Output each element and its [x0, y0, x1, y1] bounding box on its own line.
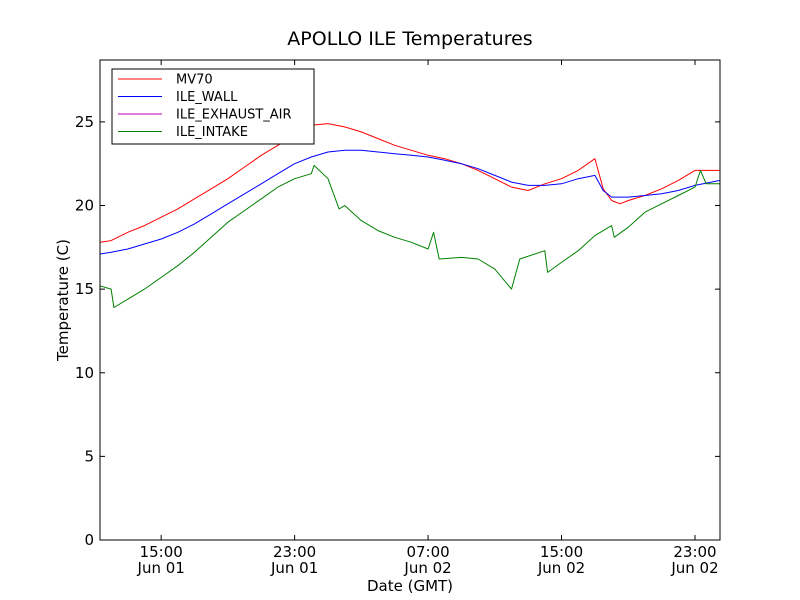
y-tick-label: 20 [75, 197, 94, 215]
series-layer [99, 123, 721, 308]
series-line-ile-intake [99, 164, 720, 308]
x-tick-label: 23:00 [673, 543, 716, 561]
x-tick-label: 15:00 [540, 543, 583, 561]
y-tick-label: 15 [75, 280, 94, 298]
legend: MV70 ILE_WALL ILE_EXHAUST_AIR ILE_INTAKE [111, 68, 315, 145]
x-tick-sublabel: Jun 02 [537, 559, 585, 577]
x-tick-sublabel: Jun 02 [670, 559, 718, 577]
series-line-mv70 [99, 123, 720, 243]
legend-label-ile-wall: ILE_WALL [176, 90, 238, 105]
y-tick-label: 0 [84, 531, 94, 549]
x-tick-sublabel: Jun 02 [403, 559, 451, 577]
x-tick-label: 07:00 [406, 543, 449, 561]
x-tick-sublabel: Jun 01 [270, 559, 318, 577]
legend-items: MV70 ILE_WALL ILE_EXHAUST_AIR ILE_INTAKE [118, 73, 292, 140]
y-axis: 0 5 10 15 20 25 [75, 113, 720, 549]
plot-area [99, 59, 721, 541]
legend-label-ile-intake: ILE_INTAKE [176, 125, 248, 140]
chart-title: APOLLO ILE Temperatures [287, 28, 532, 50]
x-tick-label: 15:00 [140, 543, 183, 561]
y-axis-label: Temperature (C) [54, 239, 72, 362]
y-tick-label: 25 [75, 113, 94, 131]
y-tick-label: 10 [75, 364, 94, 382]
series-line-ile-wall [99, 149, 721, 255]
x-tick-sublabel: Jun 01 [137, 559, 185, 577]
legend-label-ile-exhaust-air: ILE_EXHAUST_AIR [176, 108, 292, 123]
plot-frame [99, 59, 721, 541]
legend-label-mv70: MV70 [176, 73, 213, 88]
x-tick-label: 23:00 [273, 543, 316, 561]
y-tick-label: 5 [84, 447, 94, 465]
x-axis-label: Date (GMT) [367, 577, 453, 595]
